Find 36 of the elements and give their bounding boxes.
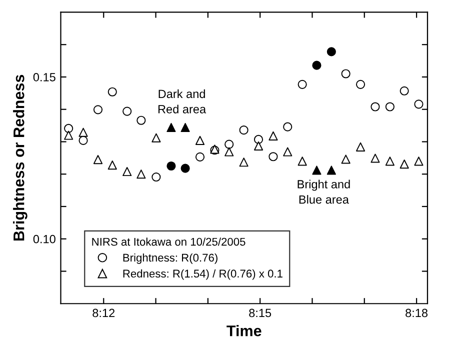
point — [370, 154, 380, 163]
point — [224, 147, 234, 156]
x-tick-label: 8:12 — [92, 308, 115, 318]
legend-label: Brightness: R(0.76) — [123, 253, 218, 264]
legend-label: Redness: R(1.54) / R(0.76) x 0.1 — [123, 269, 282, 280]
point — [239, 158, 248, 167]
legend-title: NIRS at Itokawa on 10/25/2005 — [92, 238, 246, 246]
point — [326, 166, 336, 175]
point — [78, 128, 88, 137]
point — [414, 156, 424, 166]
x-tick-label: 8:15 — [249, 308, 272, 318]
point — [341, 154, 350, 164]
point — [122, 166, 132, 176]
point — [180, 122, 190, 132]
x-tick-label: 8:18 — [406, 308, 428, 318]
point — [152, 133, 161, 142]
point — [64, 130, 74, 140]
y-tick-label: 0.15 — [33, 73, 56, 82]
annotation: Dark and Red area — [158, 89, 206, 114]
y-axis-title: Brightness or Redness — [13, 74, 28, 241]
point — [166, 122, 176, 132]
point — [385, 156, 394, 166]
point — [108, 160, 117, 170]
point — [312, 166, 322, 175]
annotation: Bright and Blue area — [298, 180, 350, 204]
point — [195, 136, 205, 145]
point — [93, 155, 103, 164]
point — [136, 170, 146, 179]
y-tick-label: 0.10 — [33, 234, 56, 244]
point — [298, 156, 307, 166]
point — [400, 160, 409, 169]
point — [268, 131, 278, 140]
point — [254, 141, 264, 150]
point — [283, 147, 292, 156]
point — [356, 142, 366, 152]
x-axis-title: Time — [226, 325, 262, 336]
